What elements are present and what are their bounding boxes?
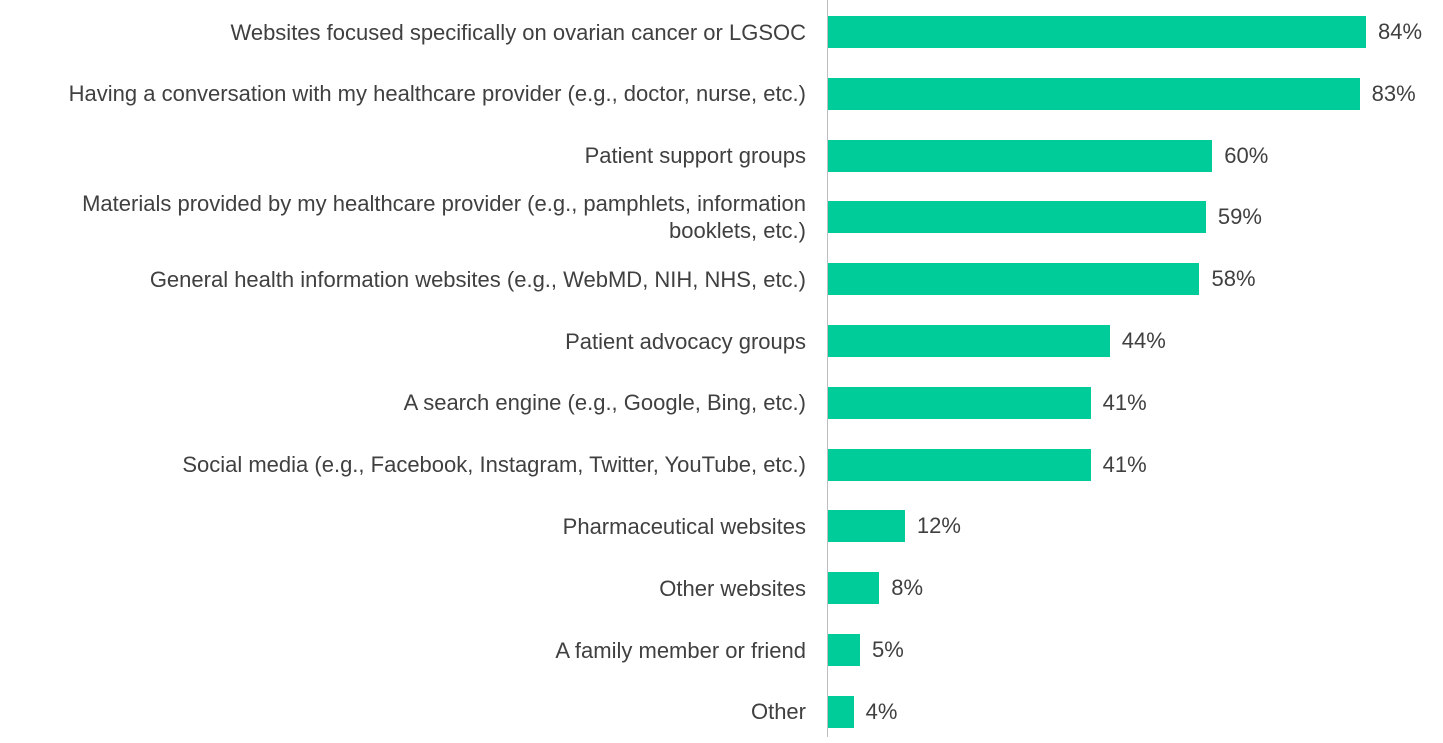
category-label: Other websites [659, 575, 806, 601]
category-label: Pharmaceutical websites [562, 513, 806, 539]
category-label: Websites focused specifically on ovarian… [230, 19, 806, 45]
value-label: 4% [865, 698, 898, 724]
value-label: 5% [872, 637, 904, 662]
category-label: Having a conversation with my healthcare… [68, 81, 806, 107]
category-label: Social media (e.g., Facebook, Instagram,… [182, 452, 806, 478]
axis-line [827, 0, 828, 737]
category-label: Patient advocacy groups [565, 328, 806, 354]
category-label: Materials provided by my healthcare prov… [82, 191, 806, 244]
value-label: 60% [1224, 142, 1269, 168]
bar [828, 139, 1213, 172]
bar [828, 572, 880, 605]
value-label: 83% [1371, 80, 1416, 106]
category-label: Patient support groups [584, 143, 806, 169]
value-label: 44% [1121, 328, 1166, 353]
category-label: Other [750, 699, 806, 725]
bar [828, 510, 905, 543]
bar [828, 634, 861, 666]
value-label: 84% [1378, 19, 1423, 44]
bar [828, 201, 1206, 234]
value-label: 12% [916, 513, 961, 539]
value-label: 8% [891, 575, 924, 601]
bar [828, 263, 1200, 296]
category-label: A family member or friend [555, 637, 806, 663]
bar [828, 448, 1091, 481]
value-label: 59% [1217, 204, 1262, 230]
bar [828, 77, 1360, 110]
value-label: 41% [1102, 451, 1147, 477]
value-label: 41% [1102, 389, 1147, 415]
bar [828, 386, 1091, 419]
bar [828, 695, 854, 728]
value-label: 58% [1211, 266, 1256, 292]
category-label: General health information websites (e.g… [149, 266, 806, 292]
bar [828, 16, 1366, 48]
category-label: A search engine (e.g., Google, Bing, etc… [403, 390, 806, 416]
bar [828, 325, 1110, 357]
